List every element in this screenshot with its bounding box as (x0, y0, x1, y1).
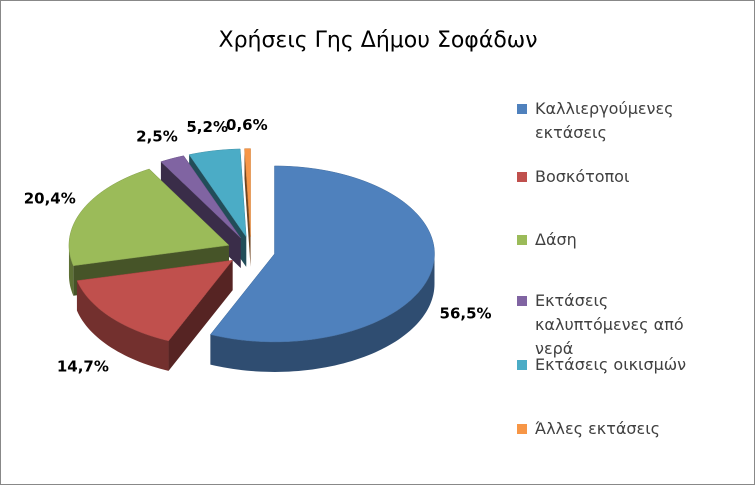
legend-swatch (517, 296, 527, 306)
slice-wall (210, 253, 435, 372)
legend-item: Άλλες εκτάσεις (517, 417, 717, 441)
legend-label: Δάση (535, 230, 577, 249)
legend-label: Άλλες εκτάσεις (535, 419, 660, 438)
slice (188, 148, 247, 238)
slice-side (244, 148, 251, 267)
labels: 56,5% 14,7% 20,4% 2,5% 5,2%0,6% (24, 116, 492, 376)
legend-label: Βοσκότοποι (535, 167, 630, 186)
data-label: 14,7% (57, 358, 109, 376)
data-label: 2,5% (136, 128, 178, 146)
legend-label: Εκτάσεις οικισμών (535, 355, 687, 374)
slice (209, 165, 435, 343)
slice (160, 155, 241, 239)
slice (76, 259, 234, 342)
legend-item: Εκτάσεις καλυπτόμενες από νερά (517, 289, 717, 361)
legend-item: Καλλιεργούμενες εκτάσεις (517, 97, 717, 145)
data-label: 56,5% (440, 304, 492, 322)
legend-swatch (517, 104, 527, 114)
legend-item: Εκτάσεις οικισμών (517, 353, 717, 377)
data-label: 0,6% (226, 116, 268, 134)
slice (68, 168, 230, 267)
slice-wall (76, 280, 169, 371)
legend-swatch (517, 360, 527, 370)
legend-label: Καλλιεργούμενες εκτάσεις (535, 99, 674, 142)
legend-swatch (517, 424, 527, 434)
legend-swatch (517, 172, 527, 182)
chart-title: Χρήσεις Γης Δήμου Σοφάδων (219, 28, 538, 53)
legend-label: Εκτάσεις καλυπτόμενες από νερά (535, 291, 684, 358)
legend-item: Βοσκότοποι (517, 165, 717, 189)
data-label: 20,4% (24, 189, 76, 207)
slice-wall (68, 245, 74, 296)
data-label: 5,2% (186, 118, 228, 136)
legend-item: Δάση (517, 228, 717, 252)
tops (68, 148, 435, 343)
legend-swatch (517, 235, 527, 245)
slice (244, 148, 251, 237)
